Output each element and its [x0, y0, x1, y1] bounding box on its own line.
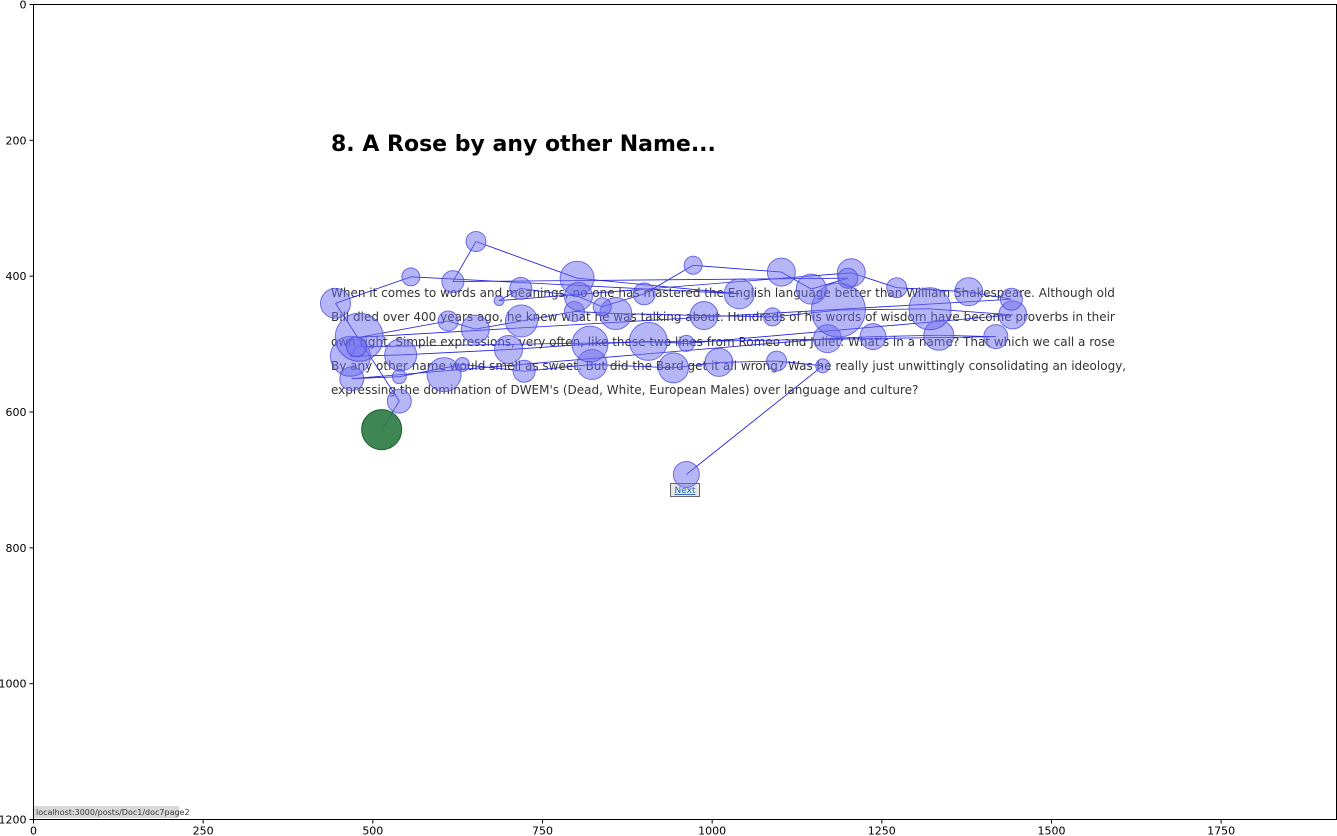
fixation-point	[401, 267, 421, 287]
fixation-point	[859, 323, 887, 351]
x-tick-label: 250	[193, 825, 214, 836]
fixation-point	[454, 356, 470, 372]
fixation-point	[723, 278, 755, 310]
fixation-point	[460, 314, 490, 344]
page-title: 8. A Rose by any other Name...	[331, 132, 716, 157]
fixation-point	[504, 304, 538, 338]
fixation-point	[672, 460, 700, 488]
fixation-point	[657, 352, 689, 384]
fixation-point	[628, 321, 668, 361]
y-tick-label: 800	[6, 542, 27, 555]
fixation-point	[632, 282, 656, 306]
y-tick-label: 1200	[0, 814, 27, 827]
x-tick-label: 500	[362, 825, 383, 836]
x-tick-label: 0	[30, 825, 37, 836]
fixation-points	[319, 231, 1028, 488]
fixation-point	[763, 307, 783, 327]
saccade-line	[475, 241, 578, 279]
fixation-point	[494, 335, 524, 365]
x-tick-label: 1750	[1207, 825, 1235, 836]
final-fixation-point	[361, 409, 403, 451]
status-bar: localhost:3000/posts/Doc1/doc7page2	[34, 806, 190, 818]
paragraph-line: expressing the domination of DWEM's (Dea…	[331, 383, 918, 397]
fixation-point	[493, 295, 505, 307]
fixation-point	[441, 270, 465, 294]
fixation-point	[512, 359, 536, 383]
fixation-point	[837, 267, 859, 289]
saccade-line	[577, 277, 740, 295]
fixation-point	[677, 334, 695, 352]
fixation-point	[689, 301, 719, 331]
fixation-point	[683, 255, 703, 275]
x-tick-label: 1500	[1037, 825, 1065, 836]
status-url: localhost:3000/posts/Doc1/doc7page2	[36, 808, 190, 817]
y-tick-label: 600	[6, 406, 27, 419]
fixation-point	[465, 231, 487, 253]
paragraph-line: own right. Simple expressions, very ofte…	[331, 335, 1115, 349]
saccade-line	[686, 365, 824, 475]
fixation-point	[384, 338, 418, 372]
saccade-line	[693, 264, 782, 273]
fixation-point	[386, 388, 412, 414]
y-tick-label: 0	[20, 0, 27, 12]
fixation-point	[810, 282, 866, 338]
fixation-point	[346, 336, 368, 358]
fixation-point	[815, 358, 831, 374]
next-link-label[interactable]: Next	[675, 486, 696, 496]
fixation-point	[426, 357, 462, 393]
fixation-point	[563, 282, 593, 312]
y-tick-label: 400	[6, 270, 27, 283]
fixation-point	[983, 324, 1009, 350]
fixation-point	[391, 369, 407, 385]
fixation-point	[908, 287, 952, 331]
saccade-line	[356, 336, 996, 348]
fixation-point	[886, 277, 908, 299]
fixation-point	[319, 287, 351, 319]
x-tick-label: 1000	[698, 825, 726, 836]
fixation-point	[999, 287, 1023, 311]
fixation-point	[766, 350, 788, 372]
status-bar-box	[34, 806, 179, 818]
fixation-point	[437, 310, 459, 332]
fixation-point	[766, 257, 796, 287]
x-axis: 0 250 500 750 1000 1250 1500 1750	[30, 819, 1235, 836]
fixation-point	[704, 347, 734, 377]
y-axis: 0 200 400 600 800 1000 1200	[0, 0, 34, 827]
y-tick-label: 1000	[0, 678, 27, 691]
plot-frame	[33, 4, 1337, 820]
fixation-point	[592, 297, 612, 317]
saccade-line	[400, 349, 509, 356]
fixation-point	[571, 325, 609, 363]
x-tick-label: 750	[532, 825, 553, 836]
next-link[interactable]: Next	[670, 483, 700, 497]
fixation-point	[509, 276, 533, 300]
y-tick-label: 200	[6, 134, 27, 147]
fixation-point	[954, 277, 984, 307]
fixation-point	[795, 273, 827, 305]
x-tick-label: 1250	[868, 825, 896, 836]
